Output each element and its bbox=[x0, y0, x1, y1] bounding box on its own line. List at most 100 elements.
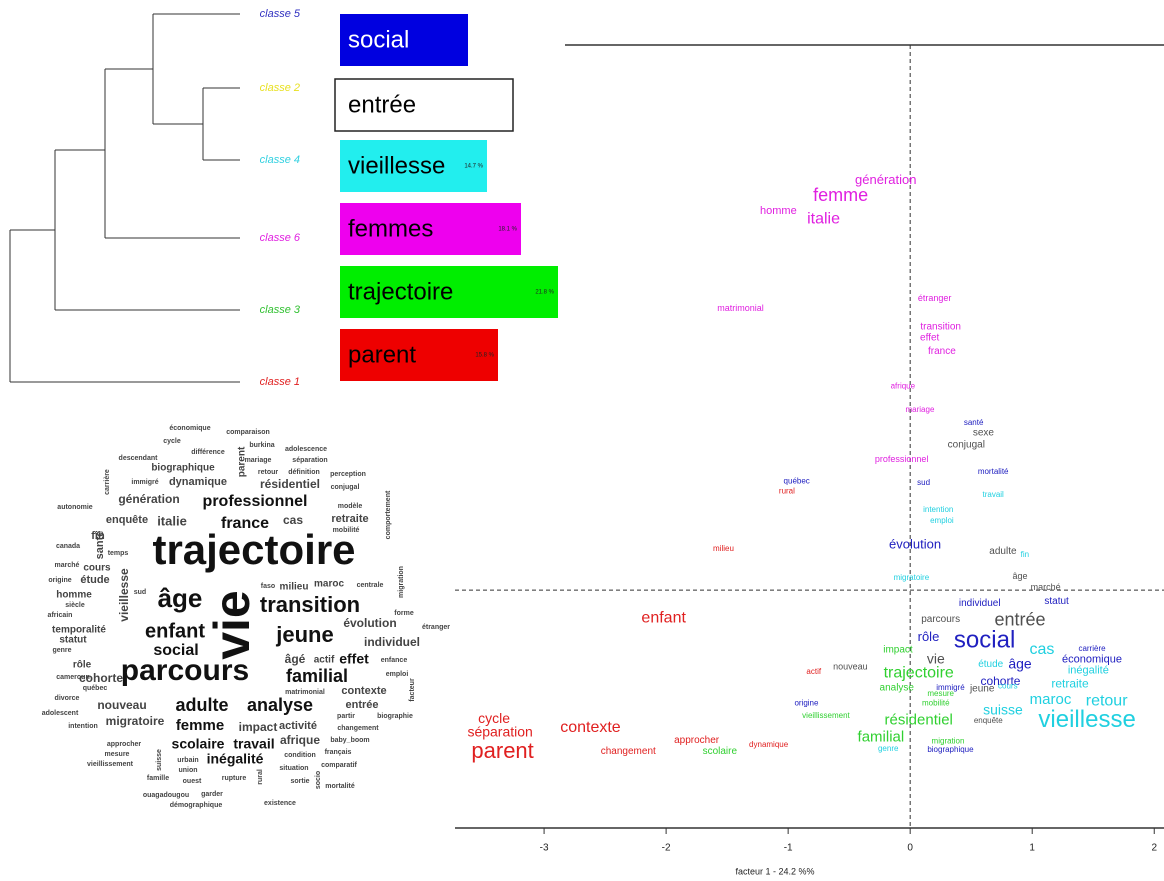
word-point: emploi bbox=[930, 516, 954, 525]
word-point: parent bbox=[471, 738, 533, 763]
cloud-word: démographique bbox=[170, 802, 223, 809]
cloud-word: suisse bbox=[156, 749, 163, 771]
cloud-word: inégalité bbox=[207, 751, 264, 767]
cloud-word: français bbox=[325, 749, 352, 756]
word-point: mortalité bbox=[978, 467, 1009, 476]
word-point: changement bbox=[601, 746, 656, 757]
cloud-word: afrique bbox=[280, 733, 320, 747]
cloud-word: ouagadougou bbox=[143, 792, 189, 799]
cloud-word: existence bbox=[264, 800, 296, 807]
cloud-word: impact bbox=[239, 720, 278, 734]
cloud-word: rural bbox=[257, 769, 264, 785]
word-point: transition bbox=[920, 321, 961, 332]
cloud-word: trajectoire bbox=[152, 526, 355, 573]
cloud-word: vieillesse bbox=[117, 568, 131, 622]
cloud-word: social bbox=[153, 642, 198, 659]
cloud-word: génération bbox=[118, 492, 179, 506]
cloud-word: résidentiel bbox=[260, 477, 320, 491]
cloud-word: travail bbox=[233, 736, 274, 752]
word-point: enfant bbox=[641, 609, 686, 626]
cloud-word: cas bbox=[283, 513, 303, 527]
cloud-word: descendant bbox=[119, 455, 159, 462]
cloud-word: activité bbox=[279, 720, 317, 732]
bar bbox=[340, 203, 521, 255]
word-point: maroc bbox=[1030, 691, 1072, 708]
cloud-word: différence bbox=[191, 449, 225, 456]
cloud-word: mesure bbox=[105, 751, 130, 758]
cloud-word: emploi bbox=[386, 671, 409, 678]
word-point: statut bbox=[1044, 596, 1069, 607]
word-point: milieu bbox=[713, 544, 734, 553]
cloud-word: individuel bbox=[364, 635, 420, 649]
bar-value-label: 14.7 % bbox=[464, 164, 483, 170]
word-point: résidentiel bbox=[885, 712, 953, 729]
cloud-word: autonomie bbox=[57, 504, 92, 511]
cloud-word: santé bbox=[94, 531, 106, 560]
class-label: classe 1 bbox=[260, 376, 300, 388]
cloud-word: modèle bbox=[338, 503, 363, 510]
cloud-word: migration bbox=[398, 566, 405, 598]
cloud-word: vie bbox=[204, 590, 260, 660]
word-point: vieillissement bbox=[802, 711, 850, 720]
word-point: inégalité bbox=[1068, 665, 1109, 677]
cloud-word: origine bbox=[48, 577, 71, 584]
class-label: classe 6 bbox=[260, 232, 301, 244]
word-point: parcours bbox=[921, 614, 960, 625]
word-point: migratoire bbox=[894, 573, 930, 582]
cloud-word: maroc bbox=[314, 579, 344, 590]
word-point: mariage bbox=[905, 405, 934, 414]
word-point: individuel bbox=[959, 598, 1001, 609]
word-point: impact bbox=[883, 645, 913, 656]
cloud-word: comparaison bbox=[226, 429, 270, 436]
word-point: social bbox=[954, 627, 1015, 654]
word-point: professionnel bbox=[875, 454, 929, 464]
cloud-word: sud bbox=[134, 589, 146, 596]
cloud-word: socio bbox=[315, 771, 322, 789]
x-tick-label: -2 bbox=[662, 843, 671, 854]
word-point: retraite bbox=[1051, 676, 1089, 690]
word-point: enquête bbox=[974, 716, 1003, 725]
cloud-word: burkina bbox=[249, 442, 274, 449]
class-bars: social classe 5 entrée classe 2 vieillesse 14… bbox=[260, 8, 558, 388]
bar bbox=[334, 78, 514, 132]
bar bbox=[340, 329, 498, 381]
word-point: âge bbox=[1008, 655, 1032, 671]
cloud-word: actif bbox=[314, 655, 335, 666]
word-point: rural bbox=[779, 486, 795, 495]
dendrogram-branches bbox=[9, 13, 240, 383]
cloud-word: adolescent bbox=[42, 710, 79, 717]
word-point: rôle bbox=[918, 629, 940, 644]
word-point: nouveau bbox=[833, 661, 868, 671]
cloud-word: urbain bbox=[177, 757, 198, 764]
cloud-word: parcours bbox=[121, 654, 249, 687]
word-point: immigré bbox=[936, 683, 965, 692]
cloud-word: approcher bbox=[107, 741, 142, 748]
cloud-word: partir bbox=[337, 713, 355, 720]
cloud-word: retraite bbox=[331, 513, 368, 525]
cloud-word: âgé bbox=[285, 652, 306, 666]
cloud-word: cohorte bbox=[79, 671, 123, 685]
cloud-word: rôle bbox=[73, 660, 92, 671]
cloud-word: garder bbox=[201, 791, 223, 798]
word-point: marché bbox=[1031, 582, 1061, 592]
word-point: cas bbox=[1030, 641, 1055, 658]
word-point: cycle bbox=[478, 710, 510, 726]
cloud-word: intention bbox=[68, 723, 98, 730]
cloud-word: entrée bbox=[345, 699, 378, 711]
cloud-word: carrière bbox=[104, 469, 111, 495]
cloud-word: changement bbox=[337, 725, 379, 732]
word-point: genre bbox=[878, 744, 899, 753]
word-point: travail bbox=[982, 490, 1004, 499]
dendrogram bbox=[9, 13, 240, 383]
cloud-word: femme bbox=[176, 717, 224, 734]
cloud-word: canada bbox=[56, 543, 80, 550]
cloud-word: comportement bbox=[385, 490, 392, 539]
cloud-word: faso bbox=[261, 583, 275, 590]
word-point: analyse bbox=[880, 682, 915, 693]
cloud-word: évolution bbox=[343, 616, 396, 630]
word-point: actif bbox=[806, 667, 821, 676]
bar-category: femmes bbox=[348, 215, 433, 242]
cloud-word: transition bbox=[260, 592, 360, 617]
